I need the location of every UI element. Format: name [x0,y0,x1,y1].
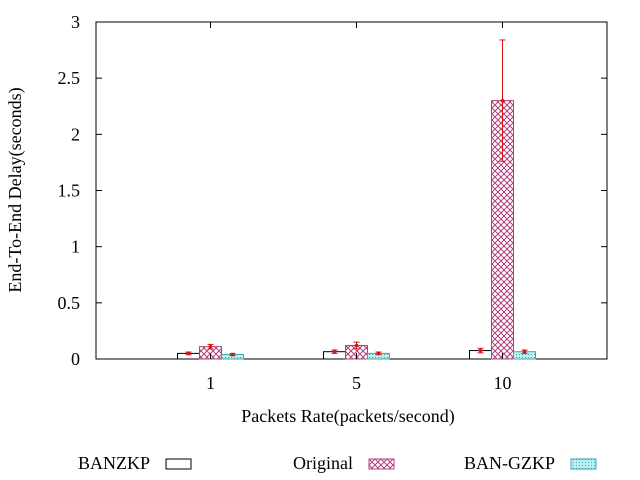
error-bars [185,39,528,357]
x-axis-label: Packets Rate(packets/second) [241,406,454,427]
legend-label: BANZKP [78,453,150,473]
y-tick-label: 3 [71,12,80,32]
y-tick-label: 1.5 [58,181,81,201]
plot-area [95,21,608,360]
legend-swatch [570,458,597,470]
error-bar-center [208,344,213,349]
y-tick-label: 0 [71,349,80,369]
x-tick-label: 5 [352,373,361,393]
error-bar-center [500,98,505,103]
error-bar-center [478,348,483,353]
error-bar-center [332,349,337,354]
error-bar-center [522,349,527,354]
bar-marks [177,100,536,360]
error-bar-center [354,343,359,348]
y-tick-label: 0.5 [58,293,81,313]
error-bar-center [376,351,381,356]
legend-swatch [368,458,395,470]
legend: BANZKP Original BAN-GZKP [78,453,597,473]
y-tick-label: 2.5 [58,68,81,88]
axes: 0 0.5 1 1.5 2 2.5 3 1 5 10 [58,12,607,393]
legend-label: BAN-GZKP [464,453,555,473]
y-tick-label: 1 [71,237,80,257]
x-tick-label: 10 [494,373,512,393]
x-tick-label: 1 [206,373,215,393]
y-tick-label: 2 [71,124,80,144]
plot-frame [95,21,608,360]
y-axis-label: End-To-End Delay(seconds) [5,87,26,292]
error-bar-center [186,351,191,356]
error-bar-center [230,352,235,357]
legend-label: Original [293,453,353,473]
legend-swatch [165,458,192,470]
